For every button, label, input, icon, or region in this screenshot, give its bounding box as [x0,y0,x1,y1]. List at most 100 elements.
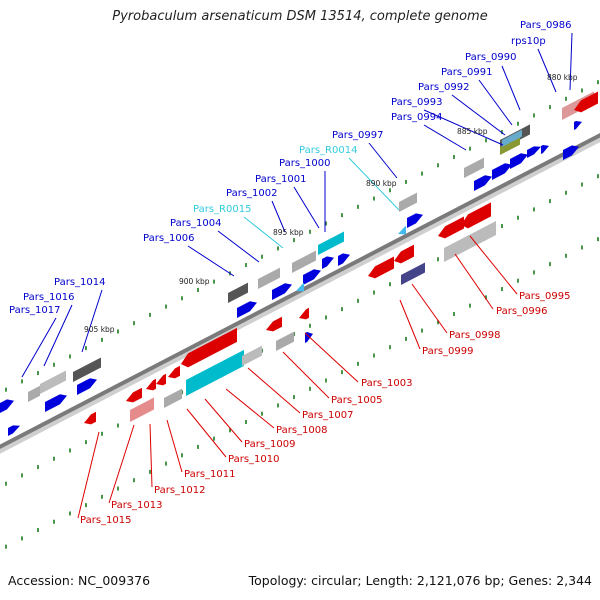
gene-label-pars_0991: Pars_0991 [441,67,492,78]
gene-label-pars_1017: Pars_1017 [9,305,60,316]
reverse-cds-arrow [126,387,142,403]
leader-line [43,304,73,367]
gene-label-pars_0986: Pars_0986 [520,20,571,31]
leader-line [501,65,521,111]
reverse-cds-arrow [299,307,309,320]
olive-block [500,136,520,155]
gray-block [258,267,280,289]
gene-label-pars_r0015: Pars_R0015 [193,204,251,215]
gene-label-pars_1012: Pars_1012 [154,485,205,496]
leader-line [108,424,135,504]
gene-label-pars_1003: Pars_1003 [361,378,412,389]
forward-cds-arrow [237,301,257,318]
kbp-scale-labels: 880 kbp 885 kbp 890 kbp 895 kbp 900 kbp 905 k… [84,73,578,334]
leader-line [423,109,504,146]
leader-line [247,367,301,414]
leader-line [469,235,518,295]
gene-label-pars_1008: Pars_1008 [276,425,327,436]
leader-line [411,283,448,334]
reverse-cds-arrow [168,365,180,379]
gene-label-pars_1013: Pars_1013 [111,500,162,511]
gray-block [28,385,40,402]
leader-line [282,351,330,399]
rna-arrow [296,282,304,292]
gene-label-pars_1002: Pars_1002 [226,188,277,199]
forward-cds-arrow [45,394,67,412]
leader-line [217,230,260,263]
forward-cds-arrow [527,146,541,158]
gene-label-pars_1004: Pars_1004 [170,218,221,229]
reverse-cds-arrow [156,373,166,386]
reverse-cds-arrow [181,327,237,368]
gene-label-pars_1009: Pars_1009 [244,439,295,450]
leader-line [368,142,398,179]
reverse-cds-arrow [84,411,96,425]
rna-block [318,231,344,255]
tick-marks [5,80,599,549]
gene-label-pars_1001: Pars_1001 [255,174,306,185]
forward-cds-arrow [8,425,20,436]
leader-line [537,48,557,93]
leader-line [293,186,320,229]
label-leaders [21,32,573,519]
gene-features [0,91,598,436]
gray-block [399,192,417,212]
gene-label-pars_1011: Pars_1011 [184,469,235,480]
leader-line [399,299,421,350]
leader-line [166,419,183,473]
leader-line [423,124,467,151]
leader-line [478,79,513,126]
gene-label-pars_0993: Pars_0993 [391,97,442,108]
forward-cds-arrow [338,253,350,266]
gray-block [444,220,496,262]
gene-label-pars_1015: Pars_1015 [80,515,131,526]
leader-line [77,431,100,519]
gray-block [73,357,101,382]
rna-arrow [398,225,406,235]
leader-line [149,423,153,488]
gray-block [292,250,316,273]
gene-label-pars_0990: Pars_0990 [465,52,516,63]
kbp-label: 900 kbp [179,277,210,286]
forward-cds-arrow [77,378,97,395]
reverse-cds-arrow [368,256,394,279]
gene-label-pars_1016: Pars_1016 [23,292,74,303]
gene-label-pars_0995: Pars_0995 [519,291,570,302]
forward-cds-arrow [563,145,579,160]
reverse-cds-arrow [146,378,156,391]
pink-block [130,397,154,422]
kbp-label: 885 kbp [457,127,488,136]
forward-cds-arrow [541,144,549,154]
gene-label-pars_0994: Pars_0994 [391,112,442,123]
gray-block [276,331,294,351]
leader-line [348,157,400,211]
reverse-cds-arrow [438,216,464,239]
gene-label-pars_0999: Pars_0999 [422,346,473,357]
rna-block [186,349,244,396]
accession-text: Accession: NC_009376 [8,573,151,588]
gene-label-rps10p: rps10p [511,36,546,47]
leader-line [81,289,103,353]
gray-block [228,282,248,303]
gene-label-pars_0998: Pars_0998 [449,330,500,341]
gene-label-pars_1000: Pars_1000 [279,158,330,169]
gene-label-pars_r0014: Pars_R0014 [299,145,357,156]
gene-label-pars_0992: Pars_0992 [418,82,469,93]
gene-label-pars_1014: Pars_1014 [54,277,105,288]
reverse-cds-arrow [394,244,414,264]
leader-line [451,94,506,136]
kbp-label: 905 kbp [84,325,115,334]
leader-line [225,388,275,429]
kbp-label: 880 kbp [547,73,578,82]
leader-line [187,245,235,277]
gray-block [242,345,262,366]
gene-label-pars_1006: Pars_1006 [143,233,194,244]
backbone-shadow [0,134,600,454]
gene-label-pars_0997: Pars_0997 [332,130,383,141]
topology-summary: Topology: circular; Length: 2,121,076 bp… [248,573,592,588]
reverse-cds-arrow [266,316,282,332]
forward-cds-arrow [492,163,512,180]
gray-block [164,388,182,408]
map-title: Pyrobaculum arsenaticum DSM 13514, compl… [112,9,488,24]
